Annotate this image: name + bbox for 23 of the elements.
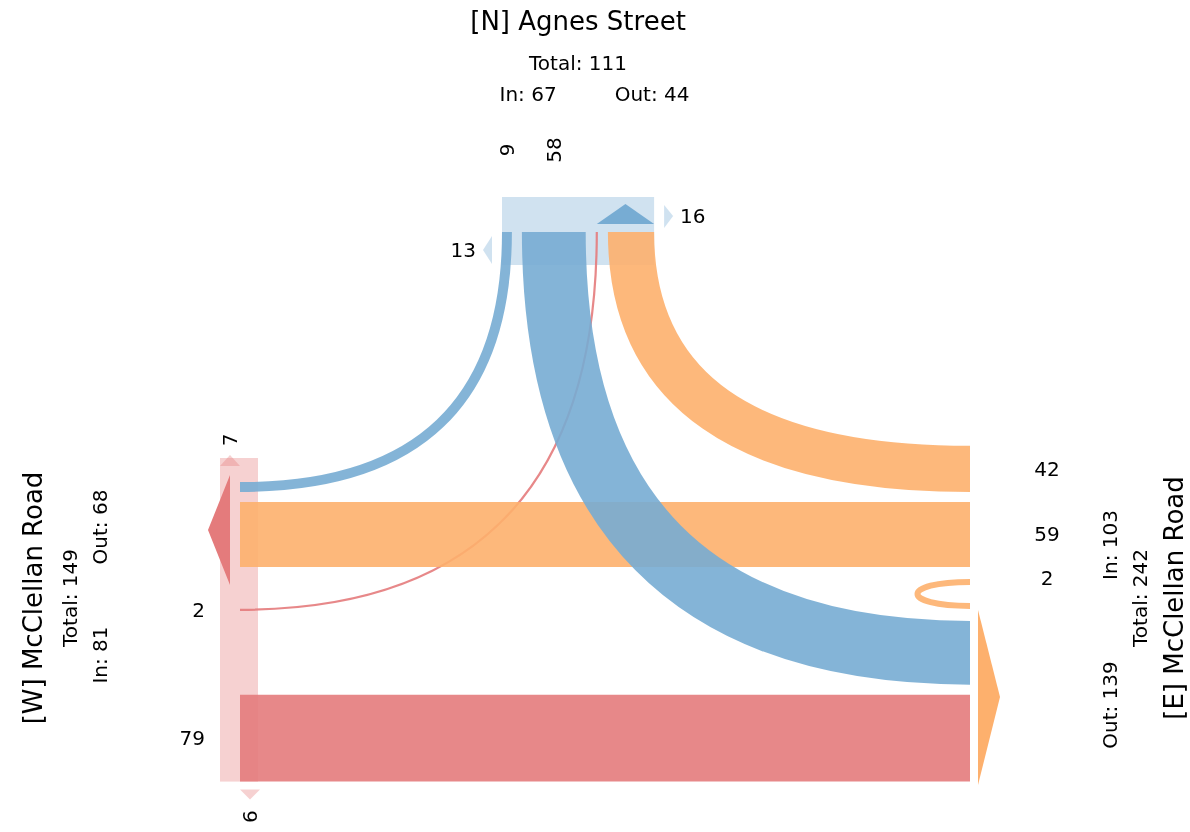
category-label: [W] McClellan Road <box>18 471 48 725</box>
text: In: 67 <box>499 82 557 106</box>
text: 16 <box>680 204 706 228</box>
category-label: [E] McClellan Road <box>1159 476 1189 720</box>
text: In: 103 <box>1098 510 1122 580</box>
text: Total: 111 <box>528 51 628 75</box>
data-label: 59 <box>1034 522 1060 547</box>
text: Total: 242 <box>1128 549 1152 648</box>
data-label: 9 <box>494 143 519 157</box>
text: Out: 44 <box>614 82 690 106</box>
data-label: 2 <box>1040 565 1054 590</box>
data-label: 42 <box>1034 456 1060 481</box>
text: Out: 139 <box>1098 661 1122 749</box>
text: Total: 149 <box>58 549 82 648</box>
text: In: 81 <box>88 626 112 684</box>
data-label: 79 <box>179 726 205 751</box>
data-label: 58 <box>541 137 566 163</box>
text: 13 <box>450 238 476 262</box>
category-label: [N] Agnes Street <box>470 6 686 36</box>
data-label: 2 <box>192 597 205 622</box>
text: Out: 68 <box>88 489 112 565</box>
text: 7 <box>218 433 242 447</box>
text: 6 <box>238 810 262 823</box>
